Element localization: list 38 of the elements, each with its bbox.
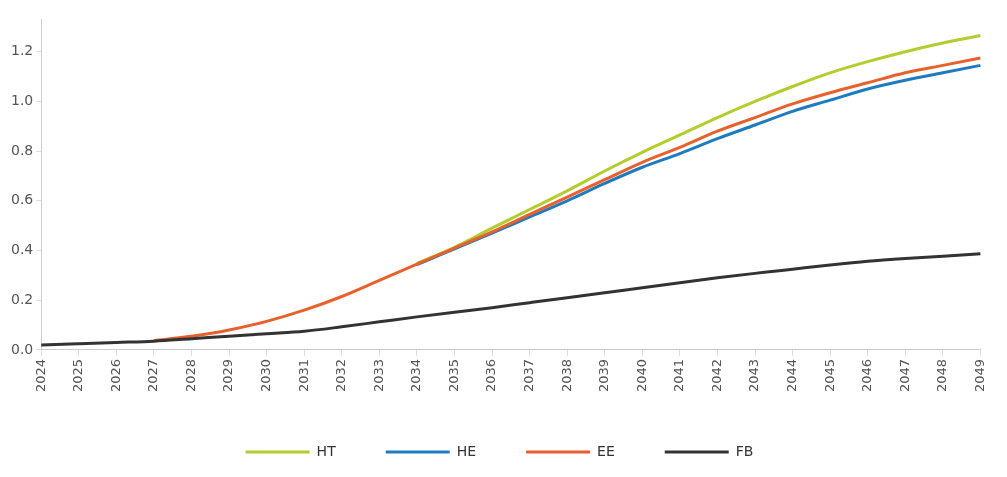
x-tick-label: 2025 [70, 358, 86, 393]
y-tick-label: 1.0 [11, 92, 34, 109]
y-tick-label: 1.2 [11, 42, 34, 59]
x-tick-label: 2031 [295, 358, 311, 393]
x-tick-label: 2045 [821, 358, 837, 393]
x-tick-label: 2037 [520, 358, 536, 393]
y-tick-label: 0.8 [11, 141, 34, 158]
x-tick-label: 2047 [896, 358, 912, 393]
legend-label: HE [456, 442, 477, 459]
x-tick-label: 2042 [708, 358, 724, 393]
x-tick-label: 2040 [633, 358, 649, 393]
legend-label: FB [735, 442, 754, 459]
x-tick-label: 2032 [333, 358, 349, 393]
x-tick-label: 2034 [408, 358, 424, 393]
y-tick-label: 0.0 [11, 340, 34, 357]
x-tick-label: 2043 [746, 358, 762, 393]
x-tick-label: 2046 [859, 358, 875, 393]
legend-label: EE [597, 442, 615, 459]
x-tick-label: 2028 [182, 358, 198, 393]
line-series [152, 56, 982, 342]
x-tick-label: 2030 [258, 358, 274, 393]
y-tick-label: 0.4 [11, 241, 34, 258]
x-tick-label: 2024 [32, 358, 48, 393]
x-tick-label: 2036 [483, 358, 499, 393]
x-tick-label: 2049 [971, 358, 987, 393]
x-tick-label: 2027 [145, 358, 161, 393]
x-tick-label: 2048 [934, 358, 950, 393]
x-tick-label: 2041 [671, 358, 687, 393]
legend-label: HT [316, 442, 337, 459]
x-tick-label: 2035 [445, 358, 461, 393]
y-tick-label: 0.6 [11, 191, 34, 208]
x-tick-label: 2026 [107, 358, 123, 393]
x-tick-label: 2029 [220, 358, 236, 393]
x-tick-label: 2044 [783, 358, 799, 393]
x-tick-label: 2038 [558, 358, 574, 393]
x-tick-label: 2039 [596, 358, 612, 393]
y-tick-label: 0.2 [11, 290, 34, 307]
x-tick-label: 2033 [370, 358, 386, 393]
